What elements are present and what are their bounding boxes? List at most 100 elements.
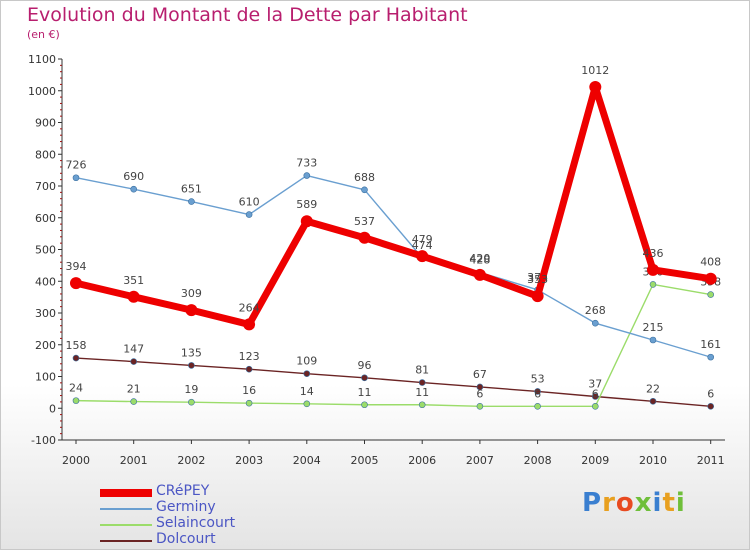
data-label: 353 bbox=[527, 273, 548, 286]
data-label: 537 bbox=[354, 215, 375, 228]
x-tick-label: 2011 bbox=[697, 454, 725, 467]
data-point bbox=[127, 290, 140, 303]
data-label: 408 bbox=[700, 256, 721, 269]
data-point bbox=[416, 250, 429, 263]
x-tick-label: 2001 bbox=[120, 454, 148, 467]
data-label: 14 bbox=[300, 385, 314, 398]
data-point bbox=[704, 272, 717, 285]
y-tick-label: 800 bbox=[35, 148, 56, 161]
data-label: 436 bbox=[643, 247, 664, 260]
data-point bbox=[649, 397, 657, 405]
data-label: 109 bbox=[296, 355, 317, 368]
data-label: 610 bbox=[239, 196, 260, 209]
data-label: 690 bbox=[123, 170, 144, 183]
data-point bbox=[72, 397, 80, 404]
data-point bbox=[243, 318, 256, 331]
data-point bbox=[591, 403, 599, 410]
data-label: 474 bbox=[412, 239, 433, 252]
data-label: 351 bbox=[123, 274, 144, 287]
data-label: 24 bbox=[69, 382, 83, 395]
legend-label: CRéPEY bbox=[156, 483, 210, 499]
data-label: 6 bbox=[592, 387, 599, 400]
data-point bbox=[188, 398, 195, 406]
data-point bbox=[303, 400, 311, 408]
data-label: 11 bbox=[415, 386, 429, 399]
data-label: 135 bbox=[181, 346, 202, 359]
data-point bbox=[72, 174, 80, 182]
data-label: 96 bbox=[358, 359, 372, 372]
data-point bbox=[130, 358, 137, 365]
legend-label: Dolcourt bbox=[156, 531, 216, 547]
x-tick-label: 2010 bbox=[639, 454, 667, 467]
series-line-dolcourt bbox=[75, 357, 711, 408]
data-point bbox=[185, 304, 198, 317]
y-tick-label: 500 bbox=[35, 244, 56, 257]
data-point bbox=[245, 399, 253, 407]
data-label: 589 bbox=[296, 198, 317, 211]
data-label: 420 bbox=[469, 252, 490, 265]
y-tick-label: 1100 bbox=[28, 53, 56, 66]
legend-swatch bbox=[100, 508, 152, 510]
data-label: 147 bbox=[123, 343, 144, 356]
data-point bbox=[649, 281, 657, 288]
y-tick-label: -100 bbox=[31, 434, 56, 447]
series-line-germiny bbox=[75, 174, 711, 358]
x-tick-label: 2000 bbox=[62, 454, 90, 467]
data-label: 81 bbox=[415, 364, 429, 377]
data-point bbox=[591, 319, 599, 327]
data-label: 733 bbox=[296, 157, 317, 170]
y-tick-label: 700 bbox=[35, 180, 56, 193]
data-point bbox=[476, 403, 484, 410]
chart-title: Evolution du Montant de la Dette par Hab… bbox=[27, 4, 468, 26]
y-tick-label: 0 bbox=[49, 402, 56, 415]
x-tick-label: 2006 bbox=[408, 454, 436, 467]
data-label: 11 bbox=[358, 386, 372, 399]
data-point bbox=[591, 393, 599, 400]
data-point bbox=[707, 353, 715, 361]
y-tick-label: 600 bbox=[35, 212, 56, 225]
data-label: 215 bbox=[643, 321, 664, 334]
data-label: 309 bbox=[181, 287, 202, 300]
y-tick-label: 1000 bbox=[28, 85, 56, 98]
data-point bbox=[589, 80, 602, 93]
x-tick-label: 2008 bbox=[524, 454, 552, 467]
data-label: 37 bbox=[588, 378, 602, 391]
data-point bbox=[418, 379, 426, 386]
data-point bbox=[303, 172, 311, 179]
data-label: 479 bbox=[412, 233, 433, 246]
x-tick-label: 2005 bbox=[351, 454, 379, 467]
legend-label: Selaincourt bbox=[156, 515, 236, 531]
data-point bbox=[361, 401, 368, 409]
data-point bbox=[245, 211, 253, 218]
data-label: 688 bbox=[354, 171, 375, 184]
x-tick-label: 2009 bbox=[581, 454, 609, 467]
x-tick-label: 2002 bbox=[177, 454, 205, 467]
data-label: 6 bbox=[707, 387, 714, 400]
data-point bbox=[300, 215, 313, 228]
data-point bbox=[361, 186, 368, 194]
data-label: 161 bbox=[700, 338, 721, 351]
data-label: 428 bbox=[469, 253, 490, 266]
data-point bbox=[534, 403, 541, 410]
data-label: 651 bbox=[181, 183, 202, 196]
chart-subtitle: (en €) bbox=[27, 28, 60, 41]
data-point bbox=[649, 336, 657, 344]
data-label: 158 bbox=[66, 339, 87, 352]
x-tick-label: 2004 bbox=[293, 454, 321, 467]
data-label: 264 bbox=[239, 301, 260, 314]
data-point bbox=[303, 370, 311, 377]
data-point bbox=[361, 374, 368, 382]
data-point bbox=[188, 198, 195, 205]
data-label: 6 bbox=[476, 387, 483, 400]
data-label: 268 bbox=[585, 304, 606, 317]
y-tick-label: 100 bbox=[35, 371, 56, 384]
data-point bbox=[473, 268, 486, 281]
data-point bbox=[707, 403, 715, 410]
y-tick-label: 300 bbox=[35, 307, 56, 320]
y-tick-label: 200 bbox=[35, 339, 56, 352]
legend-label: Germiny bbox=[156, 499, 216, 515]
data-point bbox=[358, 231, 371, 244]
data-label: 21 bbox=[127, 383, 141, 396]
